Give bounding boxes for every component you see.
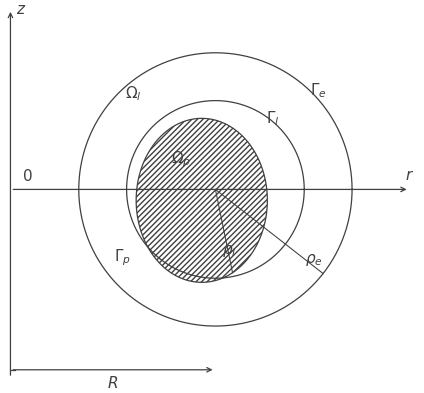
Text: $\Gamma_p$: $\Gamma_p$ (114, 248, 131, 268)
Text: $\rho_l$: $\rho_l$ (222, 243, 236, 259)
Text: $\Omega_l$: $\Omega_l$ (125, 84, 142, 103)
Text: $0$: $0$ (22, 168, 32, 184)
Text: $\Gamma_e$: $\Gamma_e$ (310, 82, 326, 100)
Text: $\Omega_p$: $\Omega_p$ (171, 149, 191, 170)
Text: $r$: $r$ (405, 168, 414, 183)
Text: $\rho_e$: $\rho_e$ (305, 252, 323, 268)
Text: $z$: $z$ (16, 2, 27, 17)
Text: $R$: $R$ (107, 375, 119, 391)
Text: $\Gamma_l$: $\Gamma_l$ (266, 109, 279, 128)
